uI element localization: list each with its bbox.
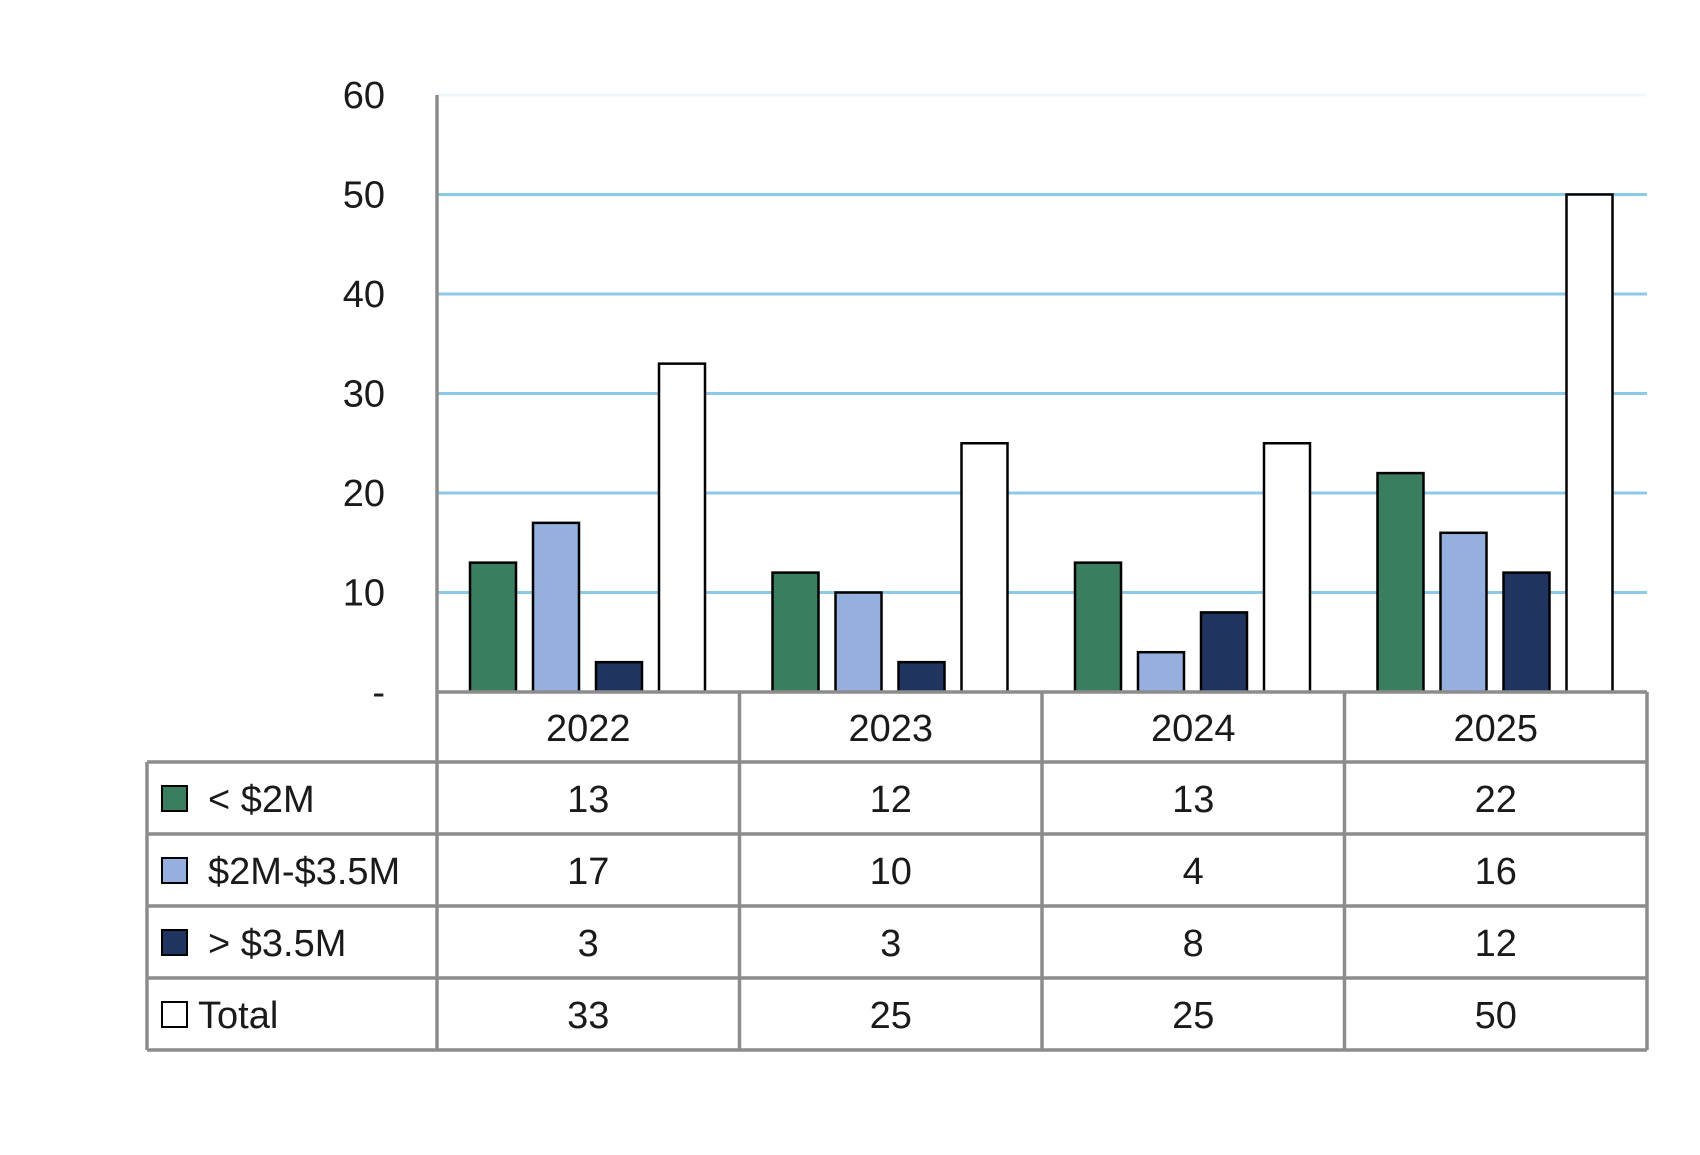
data-label: 25 bbox=[1172, 995, 1214, 1037]
x-tick-label: 2025 bbox=[1453, 708, 1538, 750]
x-tick-label: 2024 bbox=[1151, 708, 1236, 750]
bar bbox=[771, 571, 820, 694]
legend-label: < $2M bbox=[208, 779, 315, 821]
bar bbox=[594, 660, 644, 694]
data-label: 12 bbox=[870, 779, 912, 821]
bar bbox=[657, 362, 707, 694]
bar bbox=[897, 660, 946, 694]
legend-swatch bbox=[161, 857, 188, 884]
y-tick-label: 60 bbox=[343, 75, 385, 117]
y-tick-label: 20 bbox=[343, 473, 385, 515]
data-label: 13 bbox=[567, 779, 609, 821]
y-tick-label: 10 bbox=[343, 573, 385, 615]
y-axis-tick-labels: - 10 20 30 40 50 60 bbox=[343, 75, 385, 714]
data-label: 16 bbox=[1475, 851, 1517, 893]
bars bbox=[468, 193, 1614, 694]
data-label: 8 bbox=[1183, 923, 1204, 965]
bar bbox=[1262, 442, 1312, 694]
bar bbox=[468, 561, 518, 694]
bar bbox=[834, 591, 883, 694]
y-tick-label: 40 bbox=[343, 274, 385, 316]
bar bbox=[1376, 471, 1425, 694]
bar bbox=[1502, 571, 1551, 694]
bar bbox=[1073, 561, 1123, 694]
bar bbox=[1565, 193, 1614, 694]
bar bbox=[1199, 611, 1249, 694]
y-tick-label: - bbox=[372, 672, 385, 714]
y-tick-label: 30 bbox=[343, 374, 385, 416]
data-label: 22 bbox=[1475, 779, 1517, 821]
data-label: 17 bbox=[567, 851, 609, 893]
data-label: 3 bbox=[880, 923, 901, 965]
x-tick-label: 2023 bbox=[848, 708, 933, 750]
data-label: 3 bbox=[578, 923, 599, 965]
x-tick-label: 2022 bbox=[546, 708, 631, 750]
data-label: 25 bbox=[870, 995, 912, 1037]
bar bbox=[531, 521, 581, 694]
data-table: 2022 2023 2024 2025 < $2M 13 12 13 22 $2M-$3.5M 17… bbox=[145, 690, 1649, 1052]
y-tick-label: 50 bbox=[343, 175, 385, 217]
data-label: 4 bbox=[1183, 851, 1204, 893]
legend-swatch bbox=[161, 785, 188, 812]
data-label: 13 bbox=[1172, 779, 1214, 821]
legend-label: > $3.5M bbox=[208, 923, 346, 965]
data-label: 10 bbox=[870, 851, 912, 893]
data-label: 50 bbox=[1475, 995, 1517, 1037]
data-label: 12 bbox=[1475, 923, 1517, 965]
legend-label: Total bbox=[198, 995, 278, 1037]
bar bbox=[1136, 650, 1186, 694]
legend-swatch bbox=[161, 929, 188, 956]
data-label: 33 bbox=[567, 995, 609, 1037]
legend-label: $2M-$3.5M bbox=[208, 851, 400, 893]
bar bbox=[960, 442, 1009, 694]
gridlines bbox=[437, 93, 1647, 594]
legend-swatch bbox=[161, 1001, 188, 1028]
bar bbox=[1439, 531, 1488, 694]
